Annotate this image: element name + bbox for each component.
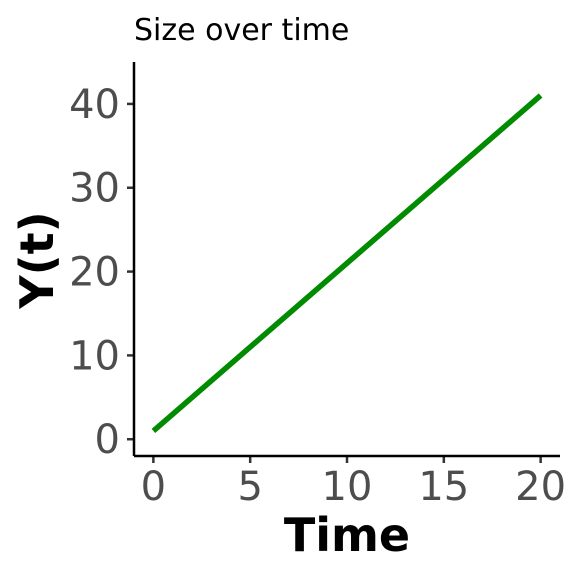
series-line	[151, 93, 543, 433]
x-axis-label: Time	[284, 508, 410, 562]
y-tick-label: 20	[69, 250, 120, 296]
x-tick-label: 15	[418, 464, 469, 510]
x-axis-ticks: 0 5 10 15 20	[141, 456, 566, 510]
x-tick-label: 10	[322, 464, 373, 510]
y-tick-label: 10	[69, 333, 120, 379]
y-axis-label: Y(t)	[10, 211, 64, 309]
y-tick-label: 40	[69, 82, 120, 128]
chart-title: Size over time	[134, 13, 349, 48]
x-tick-label: 5	[237, 464, 262, 510]
y-tick-label: 30	[69, 166, 120, 212]
y-axis-ticks: 0 10 20 30 40	[69, 82, 134, 463]
series-layer	[151, 93, 543, 433]
y-tick-label: 0	[95, 417, 120, 463]
x-tick-label: 20	[515, 464, 566, 510]
x-tick-label: 0	[141, 464, 166, 510]
